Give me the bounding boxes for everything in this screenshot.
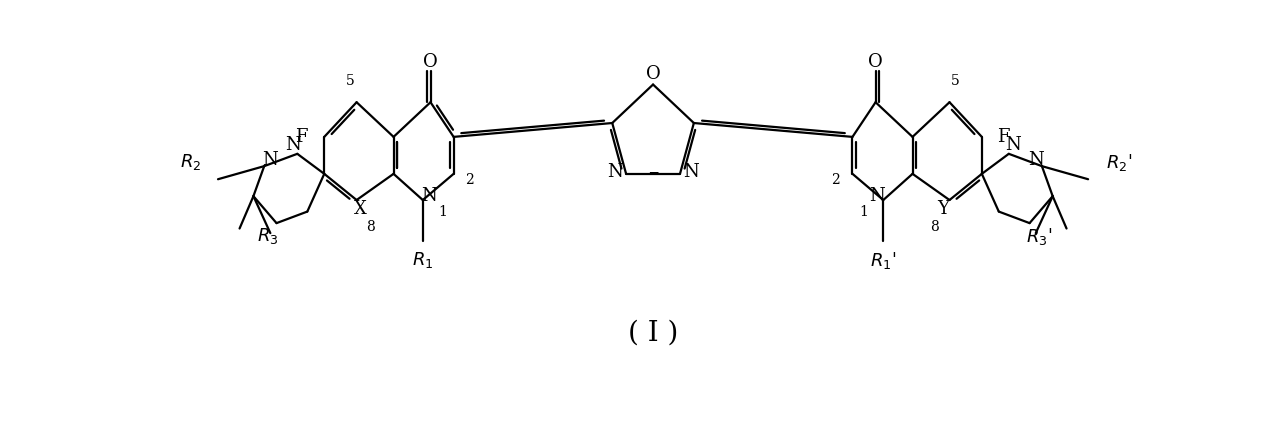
Text: N: N bbox=[263, 151, 278, 169]
Text: $R_3$: $R_3$ bbox=[256, 226, 278, 246]
Text: 2: 2 bbox=[464, 173, 473, 187]
Text: 5: 5 bbox=[346, 74, 354, 88]
Text: 8: 8 bbox=[929, 220, 938, 234]
Text: $R_1$': $R_1$' bbox=[871, 249, 896, 271]
Text: 1: 1 bbox=[859, 206, 868, 219]
Text: $R_2$: $R_2$ bbox=[180, 152, 201, 172]
Text: O: O bbox=[645, 65, 660, 83]
Text: N: N bbox=[607, 163, 623, 181]
Text: F: F bbox=[997, 128, 1010, 146]
Text: –: – bbox=[648, 163, 658, 182]
Text: N: N bbox=[870, 187, 885, 205]
Text: N: N bbox=[683, 163, 699, 181]
Text: F: F bbox=[295, 128, 307, 146]
Text: N: N bbox=[286, 135, 301, 154]
Text: N: N bbox=[1028, 151, 1044, 169]
Text: $R_2$': $R_2$' bbox=[1105, 152, 1132, 173]
Text: O: O bbox=[423, 53, 437, 71]
Text: $R_1$: $R_1$ bbox=[412, 250, 434, 270]
Text: ( I ): ( I ) bbox=[627, 320, 678, 347]
Text: Y: Y bbox=[937, 200, 950, 218]
Text: N: N bbox=[421, 187, 437, 205]
Text: 2: 2 bbox=[831, 173, 840, 187]
Text: X: X bbox=[354, 200, 367, 218]
Text: 8: 8 bbox=[366, 220, 375, 234]
Text: O: O bbox=[868, 53, 884, 71]
Text: N: N bbox=[1005, 135, 1020, 154]
Text: $R_3$': $R_3$' bbox=[1026, 226, 1052, 247]
Text: 1: 1 bbox=[439, 206, 448, 219]
Text: 5: 5 bbox=[951, 74, 960, 88]
